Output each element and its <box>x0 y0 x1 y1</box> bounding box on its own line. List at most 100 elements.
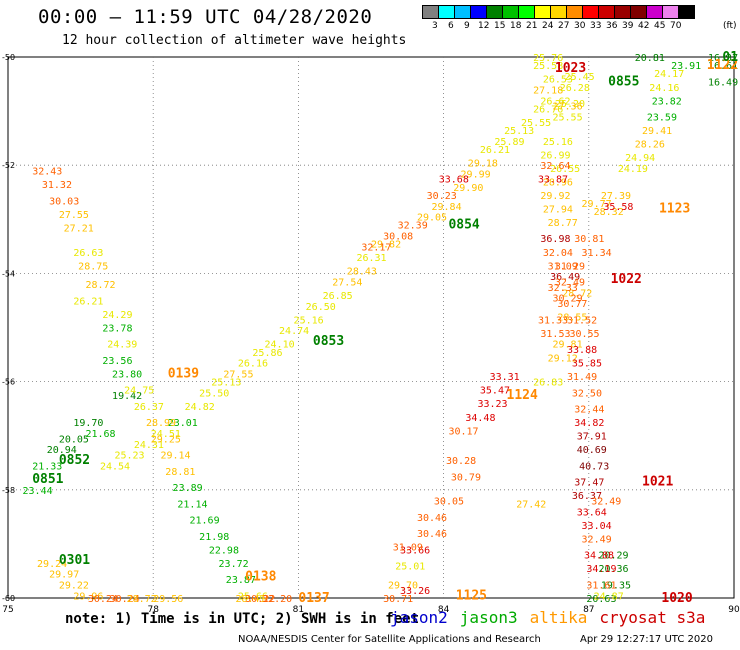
wave-height-label: 26.63 <box>73 248 103 259</box>
wave-height-label: 37.47 <box>574 478 604 489</box>
wave-height-label: 16.37 <box>708 53 738 64</box>
wave-height-label: 27.55 <box>223 369 253 380</box>
wave-height-label: 20.05 <box>59 434 89 445</box>
satellite-legend: jason2 jason3 altika cryosat s3a <box>390 608 717 627</box>
wave-height-label: 20.36 <box>598 564 628 575</box>
wave-height-label: 33.04 <box>582 521 612 532</box>
wave-height-label: 33.23 <box>477 399 507 410</box>
wave-height-label: 29.97 <box>49 570 79 581</box>
wave-height-label: 32.43 <box>32 167 62 178</box>
wave-height-label: 31.52 <box>567 315 597 326</box>
wave-height-label: 26.99 <box>540 150 570 161</box>
wave-height-label: 19.70 <box>73 418 103 429</box>
wave-height-label: 31.33 <box>538 315 568 326</box>
chart-title: 00:00 – 11:59 UTC 04/28/2020 <box>38 6 373 28</box>
wave-height-label: 30.28 <box>446 456 476 467</box>
wave-height-label: 26.28 <box>560 83 590 94</box>
wave-height-label: 25.58 <box>533 61 563 72</box>
wave-height-label: 21.68 <box>85 429 115 440</box>
wave-height-label: 25.13 <box>504 126 534 137</box>
wave-height-label: 24.75 <box>124 386 154 397</box>
wave-height-label: 31.49 <box>567 372 597 383</box>
wave-height-label: 31.61 <box>586 580 616 591</box>
pass-time-label: 1022 <box>611 272 642 287</box>
wave-height-label: 32.33 <box>548 283 578 294</box>
wave-height-label: 37.91 <box>577 432 607 443</box>
legend-jason2: jason2 <box>390 608 448 627</box>
wave-height-label: 28.55 <box>557 313 587 324</box>
wave-height-label: 35.58 <box>603 202 633 213</box>
colorbar-label: 3 <box>432 21 438 31</box>
wave-height-label: 23.80 <box>112 369 142 380</box>
note: note: 1) Time is in UTC; 2) SWH is in fe… <box>65 611 420 627</box>
pass-time-label: 1125 <box>456 588 487 603</box>
wave-height-label: 20.94 <box>47 445 77 456</box>
wave-height-label: 29.70 <box>388 580 418 591</box>
legend-altika: altika <box>529 608 588 627</box>
wave-height-label: 24.51 <box>151 429 181 440</box>
wave-height-label: 25.55 <box>553 113 583 124</box>
wave-height-label: 27.21 <box>64 223 94 234</box>
wave-height-label: 29.56 <box>153 594 183 605</box>
wave-height-label: 28.72 <box>127 594 157 605</box>
pass-time-label: 1021 <box>642 475 673 490</box>
wave-height-label: 23.78 <box>102 324 132 335</box>
wave-height-label: 30.03 <box>49 196 79 207</box>
wave-height-label: 26.50 <box>306 302 336 313</box>
x-tick-label: 84 <box>438 605 450 615</box>
pass-time-label: 0851 <box>32 472 63 487</box>
wave-height-label: 25.66 <box>238 591 268 602</box>
colorbar-label: 27 <box>558 21 570 31</box>
wave-height-label: 32.04 <box>543 248 573 259</box>
wave-height-label: 25.76 <box>533 53 563 64</box>
wave-height-label: 23.89 <box>173 483 203 494</box>
wave-height-label: 26.62 <box>540 96 570 107</box>
wave-height-label: 24.54 <box>100 461 130 472</box>
wave-height-label: 24.94 <box>625 153 655 164</box>
wave-height-label: 36.37 <box>572 491 602 502</box>
wave-height-label: 20.29 <box>598 551 628 562</box>
wave-height-label: 24.82 <box>185 402 215 413</box>
pass-time-label: 1023 <box>555 61 586 76</box>
wave-height-label: 40.73 <box>579 461 609 472</box>
colorbar-label: 45 <box>654 21 666 31</box>
wave-height-label: 26.21 <box>480 145 510 156</box>
pass-time-label: 0138 <box>245 569 276 584</box>
wave-height-label: 19.42 <box>112 391 142 402</box>
wave-height-label: 29.92 <box>540 191 570 202</box>
wave-height-label: 27.18 <box>533 85 563 96</box>
wave-height-label: 34.19 <box>586 564 616 575</box>
wave-height-label: 21.33 <box>32 461 62 472</box>
wave-height-label: 23.87 <box>226 575 256 586</box>
wave-height-label: 32.17 <box>361 242 391 253</box>
colorbar-label: 6 <box>448 21 454 31</box>
wave-height-label: 26.31 <box>356 253 386 264</box>
pass-time-label: 1122 <box>707 58 738 73</box>
y-tick-label: -50 <box>2 53 15 62</box>
wave-height-label: 28.96 <box>543 177 573 188</box>
wave-height-label: 28.72 <box>85 280 115 291</box>
wave-height-label: 31.09 <box>548 261 578 272</box>
colorbar-label: 36 <box>606 21 618 31</box>
wave-height-label: 25.86 <box>252 348 282 359</box>
x-tick-label: 90 <box>728 605 740 615</box>
footer-credit: NOAA/NESDIS Center for Satellite Applica… <box>238 634 541 645</box>
pass-time-label: 0852 <box>59 453 90 468</box>
wave-height-label: 29.22 <box>59 580 89 591</box>
wave-height-label: 22.98 <box>209 545 239 556</box>
pass-time-label: 1020 <box>661 591 692 606</box>
x-tick-label: 78 <box>147 605 159 615</box>
wave-height-label: 32.44 <box>574 405 604 416</box>
wave-height-label: 23.01 <box>168 418 198 429</box>
wave-height-label: 23.56 <box>102 356 132 367</box>
wave-height-label: 31.29 <box>555 261 585 272</box>
wave-height-label: 36.98 <box>540 234 570 245</box>
wave-height-label: 28.77 <box>548 218 578 229</box>
wave-height-label: 29.25 <box>151 434 181 445</box>
wave-height-label: 30.46 <box>417 513 447 524</box>
wave-height-label: 27.39 <box>601 191 631 202</box>
x-tick-label: 75 <box>2 605 13 615</box>
wave-height-label: 29.18 <box>468 158 498 169</box>
wave-height-label: 29.12 <box>548 353 578 364</box>
